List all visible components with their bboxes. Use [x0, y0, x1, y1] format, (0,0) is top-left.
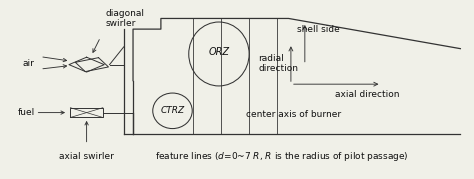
Text: axial direction: axial direction — [335, 90, 400, 98]
Text: center axis of burner: center axis of burner — [246, 110, 341, 119]
Text: ORZ: ORZ — [209, 47, 229, 57]
Text: radial
direction: radial direction — [258, 54, 299, 73]
Text: CTRZ: CTRZ — [160, 106, 184, 115]
Text: feature lines ($d$=0~7 $R$, $R$ is the radius of pilot passage): feature lines ($d$=0~7 $R$, $R$ is the r… — [155, 151, 409, 163]
Text: fuel: fuel — [18, 108, 35, 117]
Text: shell side: shell side — [297, 25, 340, 34]
Text: diagonal
swirler: diagonal swirler — [105, 9, 144, 28]
Text: axial swirler: axial swirler — [59, 153, 114, 161]
Text: air: air — [23, 59, 35, 68]
